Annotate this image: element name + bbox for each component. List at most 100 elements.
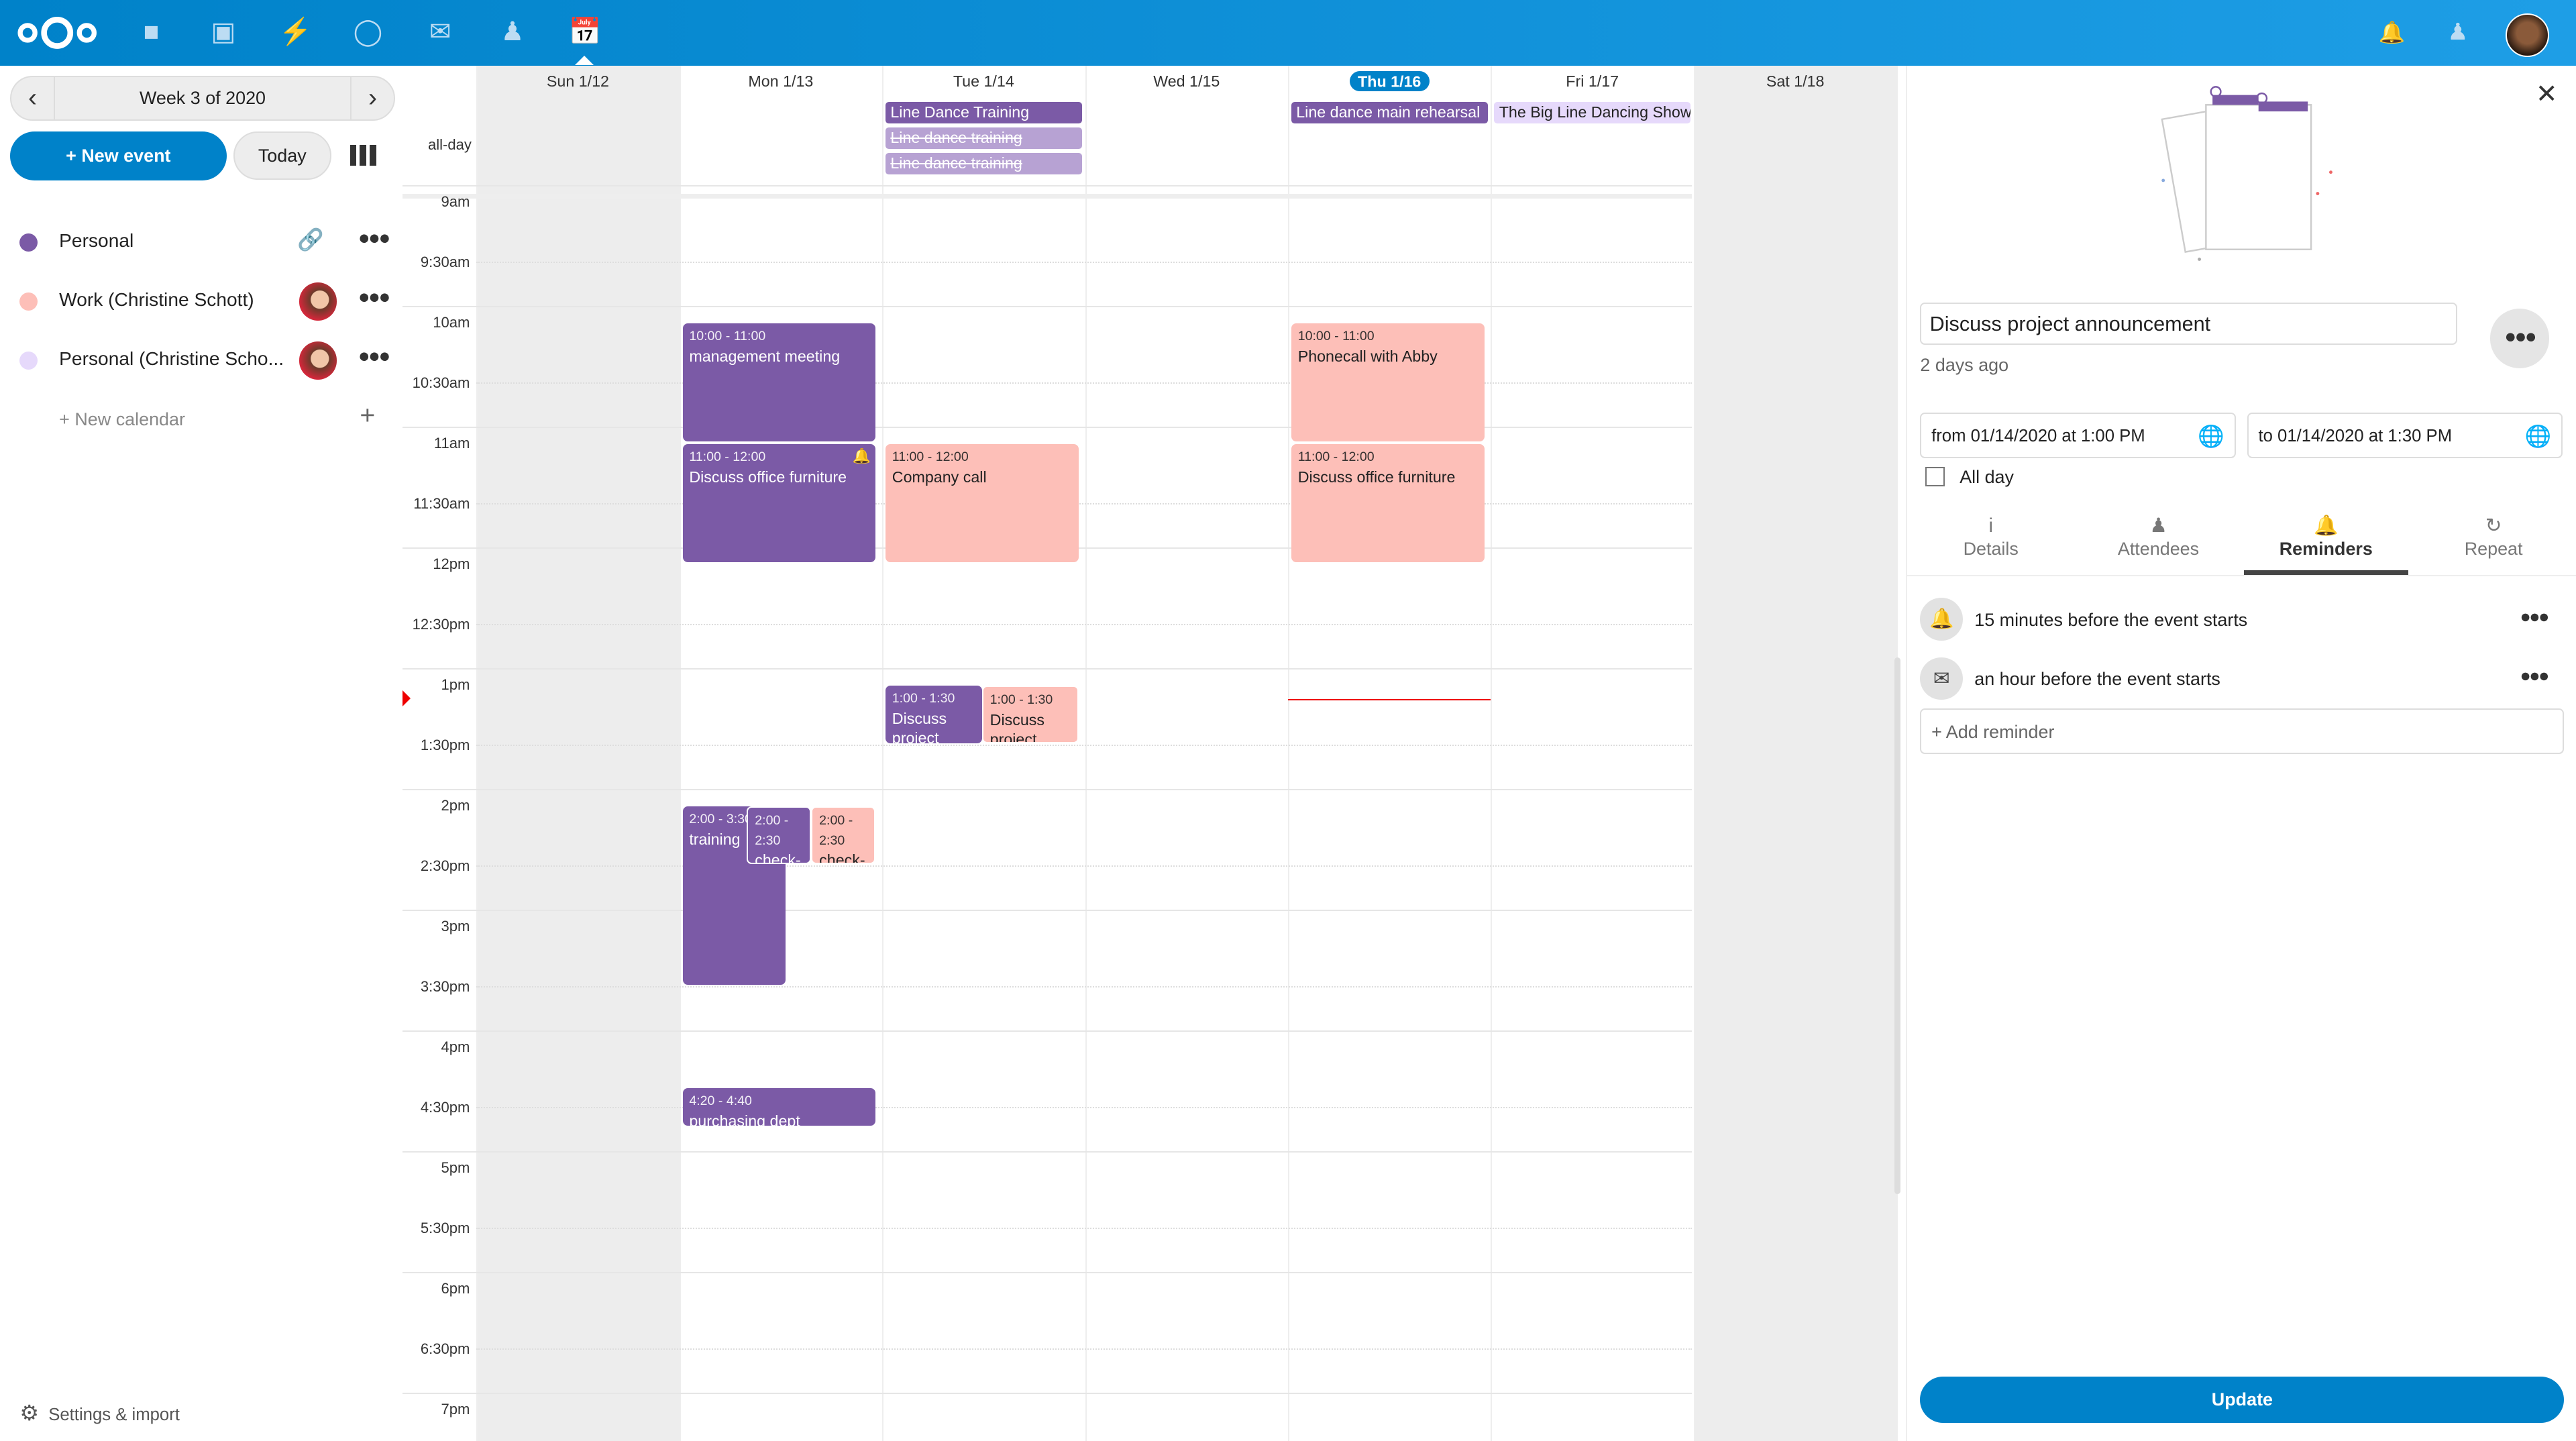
globe-icon[interactable]: 🌐: [2524, 423, 2552, 448]
event-sidebar: ✕ Discuss project announcement 2 days ag…: [1905, 65, 2576, 1441]
day-column[interactable]: [679, 65, 883, 1441]
link-icon[interactable]: 🔗: [297, 227, 324, 252]
week-label[interactable]: Week 3 of 2020: [54, 76, 352, 120]
calendar-event[interactable]: 11:00 - 12:00 Discuss office furniture 🔔: [682, 444, 876, 562]
tab-repeat[interactable]: ↻ Repeat: [2412, 513, 2576, 575]
calendar-event[interactable]: 11:00 - 12:00 Discuss office furniture: [1291, 444, 1485, 562]
new-event-button[interactable]: + New event: [9, 131, 227, 181]
last-modified: 2 days ago: [1920, 354, 2009, 375]
event-illustration: [2161, 86, 2333, 262]
day-column[interactable]: [476, 65, 681, 1441]
grid-line: [476, 1107, 1693, 1108]
calendar-item[interactable]: Personal 🔗 ●●●: [0, 212, 402, 271]
calendar-icon[interactable]: 📅: [568, 17, 602, 47]
day-column[interactable]: [1693, 65, 1898, 1441]
plus-icon[interactable]: +: [360, 401, 376, 430]
day-column[interactable]: [1085, 65, 1289, 1441]
grid-line: [402, 909, 1693, 911]
files-icon[interactable]: ■: [143, 17, 160, 47]
day-header[interactable]: Wed 1/15: [1085, 66, 1288, 97]
tab-details[interactable]: i Details: [1909, 513, 2073, 575]
calendar-actions-button[interactable]: ●●●: [358, 345, 390, 368]
time-label: 3:30pm: [420, 977, 470, 995]
event-title-input[interactable]: Discuss project announcement: [1920, 302, 2458, 345]
time-label: 1:30pm: [420, 736, 470, 753]
tab-reminders[interactable]: 🔔 Reminders: [2243, 513, 2408, 576]
event-time: 2:00 - 2:30: [819, 813, 853, 848]
allday-event[interactable]: Line dance training: [885, 127, 1082, 149]
gear-icon: ⚙: [19, 1400, 39, 1425]
grid-scrollbar[interactable]: [1894, 657, 1901, 1195]
reminder-actions-button[interactable]: ●●●: [2520, 606, 2549, 627]
talk-icon[interactable]: ◯: [353, 17, 383, 47]
user-avatar[interactable]: [2505, 13, 2549, 57]
time-label: 11:30am: [413, 494, 470, 512]
event-actions-button[interactable]: ●●●: [2490, 309, 2550, 368]
allday-event[interactable]: The Big Line Dancing Show: [1494, 101, 1690, 123]
calendar-actions-button[interactable]: ●●●: [358, 286, 390, 309]
all-day-label: All day: [1960, 466, 2014, 487]
calendar-item[interactable]: Work (Christine Schott) ●●●: [0, 271, 402, 330]
update-button[interactable]: Update: [1920, 1377, 2565, 1423]
calendar-event[interactable]: 1:00 - 1:30 Discuss project: [981, 686, 1079, 743]
event-title: Phonecall with Abby: [1297, 347, 1438, 365]
calendar-name: Personal (Christine Scho...: [59, 348, 284, 370]
day-column[interactable]: [882, 65, 1086, 1441]
day-header[interactable]: Mon 1/13: [680, 66, 882, 97]
calendar-actions-button[interactable]: ●●●: [358, 226, 390, 249]
reminder-text: 15 minutes before the event starts: [1974, 609, 2248, 630]
calendar-event[interactable]: 2:00 - 2:30 check-in: [811, 806, 876, 864]
view-toggle-icon[interactable]: [350, 144, 376, 166]
day-header[interactable]: Fri 1/17: [1491, 66, 1693, 97]
today-button[interactable]: Today: [233, 131, 331, 180]
notifications-icon[interactable]: 🔔: [2378, 20, 2406, 45]
photos-icon[interactable]: ▣: [211, 17, 236, 47]
new-calendar-link[interactable]: + New calendar: [59, 409, 185, 429]
event-title: Discuss office furniture: [689, 468, 847, 486]
contacts-icon[interactable]: ♟: [500, 17, 525, 47]
grid-line: [476, 624, 1693, 625]
event-title: Discuss office furniture: [1297, 468, 1456, 486]
nextcloud-logo[interactable]: [16, 15, 98, 51]
contacts-menu-icon[interactable]: ♟: [2447, 19, 2469, 46]
add-reminder-input[interactable]: + Add reminder: [1920, 708, 2565, 755]
activity-icon[interactable]: ⚡: [279, 17, 313, 47]
previous-week-button[interactable]: ‹: [28, 83, 38, 112]
all-day-checkbox[interactable]: [1925, 466, 1945, 486]
calendar-event[interactable]: 2:00 - 2:30 check-in: [747, 806, 812, 864]
tab-attendees[interactable]: ♟ Attendees: [2076, 513, 2241, 575]
calendar-color-dot[interactable]: [19, 233, 38, 252]
globe-icon[interactable]: 🌐: [2198, 423, 2224, 448]
close-icon[interactable]: ✕: [2535, 79, 2558, 109]
allday-event[interactable]: Line dance training: [885, 152, 1082, 174]
calendar-event[interactable]: 1:00 - 1:30 Discuss project announcement: [885, 686, 982, 743]
allday-event[interactable]: Line Dance Training: [885, 101, 1082, 123]
day-label: Sun 1/12: [546, 72, 609, 90]
calendar-event[interactable]: 10:00 - 11:00 management meeting: [682, 323, 876, 441]
repeat-icon: ↻: [2485, 515, 2502, 537]
start-date-input[interactable]: from 01/14/2020 at 1:00 PM 🌐: [1920, 412, 2236, 459]
calendar-event[interactable]: 4:20 - 4:40 purchasing dept: [682, 1088, 876, 1126]
day-column[interactable]: [1491, 65, 1695, 1441]
reminder-actions-button[interactable]: ●●●: [2520, 665, 2549, 686]
day-header[interactable]: Thu 1/16: [1288, 66, 1491, 97]
next-week-button[interactable]: ›: [368, 83, 377, 112]
calendar-item[interactable]: Personal (Christine Scho... ●●●: [0, 330, 402, 389]
event-title: check-in: [819, 851, 865, 864]
mail-icon[interactable]: ✉: [429, 17, 451, 47]
time-label: 11am: [433, 434, 470, 451]
day-header[interactable]: Sun 1/12: [476, 66, 679, 97]
calendar-color-dot[interactable]: [19, 292, 38, 311]
allday-event[interactable]: Line dance main rehearsal: [1291, 101, 1488, 123]
reminder-item: 🔔 15 minutes before the event starts ●●●: [1920, 598, 2564, 644]
calendar-event[interactable]: 11:00 - 12:00 Company call: [885, 444, 1079, 562]
end-date-value: to 01/14/2020 at 1:30 PM: [2258, 426, 2453, 445]
calendar-event[interactable]: 10:00 - 11:00 Phonecall with Abby: [1291, 323, 1485, 441]
day-header[interactable]: Sat 1/18: [1694, 66, 1896, 97]
current-time-marker: [402, 690, 411, 707]
settings-link[interactable]: ⚙ Settings & import: [19, 1400, 180, 1426]
calendar-color-dot[interactable]: [19, 352, 38, 370]
day-column[interactable]: [1288, 65, 1492, 1441]
end-date-input[interactable]: to 01/14/2020 at 1:30 PM 🌐: [2247, 412, 2563, 459]
day-header[interactable]: Tue 1/14: [882, 66, 1085, 97]
